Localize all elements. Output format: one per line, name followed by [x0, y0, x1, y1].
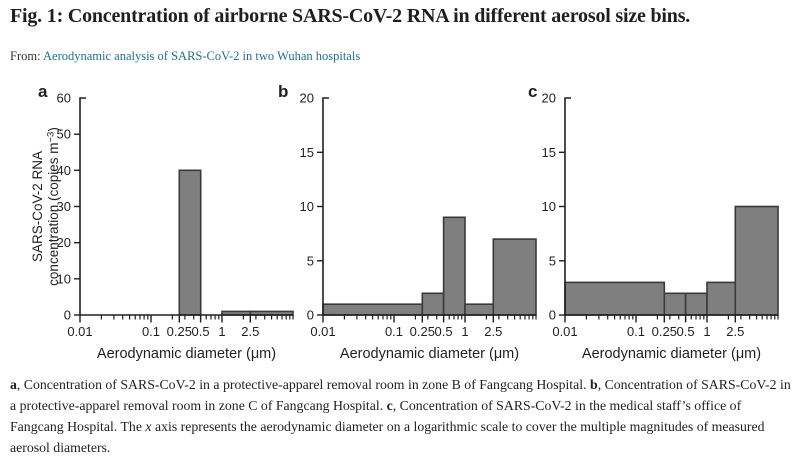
chart-panel-b: 0 5 10 15 20 0.01 0.1 0.25 0.5 1 2.5 Aerodynamic di…	[278, 84, 537, 362]
figure-title: Fig. 1: Concentration of airborne SARS-C…	[10, 5, 691, 27]
y-tick-label: 20	[57, 235, 71, 250]
x-tick-label: 0.01	[552, 324, 577, 339]
bar	[684, 292, 708, 316]
caption-segment: , Concentration of SARS-CoV-2 in the med…	[10, 398, 742, 434]
bar	[464, 303, 495, 316]
chart-panel-a: 0 10 20 30 40 50 60 0.01 0.1 0.25 0.5 1 2.5 Aerodynam…	[30, 84, 294, 362]
x-tick-label: 0.25	[652, 324, 677, 339]
x-tick-label: 1	[218, 324, 225, 339]
x-tick-label: 0.5	[435, 324, 453, 339]
x-axis-title: Aerodynamic diameter (μm)	[582, 346, 761, 362]
x-tick-label: 0.25	[410, 324, 435, 339]
y-tick-label: 20	[542, 91, 556, 106]
x-tick-label: 0.1	[385, 324, 403, 339]
x-tick-label: 2.5	[241, 324, 259, 339]
bar	[663, 292, 687, 316]
bar	[564, 281, 666, 316]
y-tick-label: 0	[307, 308, 314, 323]
x-tick-label: 1	[703, 324, 710, 339]
caption-segment: b	[590, 377, 598, 392]
caption-segment: , Concentration of SARS-CoV-2 in a prote…	[16, 377, 590, 392]
caption-segment: c	[386, 398, 393, 413]
y-tick-label: 0	[64, 308, 71, 323]
y-axis-title: concentration (copies m−3)	[46, 127, 62, 286]
y-tick-label: 40	[57, 163, 71, 178]
bar	[734, 205, 779, 316]
y-tick-label: 5	[307, 253, 314, 268]
x-tick-label: 2.5	[726, 324, 744, 339]
from-label: From:	[10, 49, 41, 63]
y-tick-label: 30	[57, 199, 71, 214]
y-axis-title: SARS-CoV-2 RNA	[30, 151, 45, 262]
panel-label: a	[38, 84, 48, 101]
panel-label: c	[528, 84, 537, 101]
x-tick-label: 0.01	[310, 324, 335, 339]
bar	[492, 238, 537, 316]
bar	[442, 216, 466, 316]
figure-caption: a, Concentration of SARS-CoV-2 in a prot…	[10, 374, 794, 458]
caption-segment: a	[10, 377, 17, 392]
y-tick-label: 10	[300, 199, 314, 214]
bar	[178, 169, 202, 316]
x-tick-label: 0.5	[192, 324, 210, 339]
panel-label: b	[278, 84, 288, 101]
x-tick-label: 2.5	[484, 324, 502, 339]
x-tick-label: 0.25	[167, 324, 192, 339]
source-link[interactable]: Aerodynamic analysis of SARS-CoV-2 in tw…	[43, 49, 361, 63]
x-axis-title: Aerodynamic diameter (μm)	[97, 346, 276, 362]
bar	[322, 303, 424, 316]
y-tick-label: 10	[57, 271, 71, 286]
y-tick-label: 60	[57, 91, 71, 106]
bar	[706, 281, 737, 316]
y-tick-label: 50	[57, 127, 71, 142]
y-tick-label: 0	[549, 308, 556, 323]
x-tick-label: 1	[461, 324, 468, 339]
caption-segment: , Concentration of SARS-CoV-2 in a prote…	[10, 377, 791, 413]
y-tick-label: 15	[542, 145, 556, 160]
y-tick-label: 5	[549, 253, 556, 268]
y-tick-label: 10	[542, 199, 556, 214]
x-tick-label: 0.01	[67, 324, 92, 339]
y-tick-label: 20	[300, 91, 314, 106]
bar	[421, 292, 445, 316]
x-tick-label: 0.5	[677, 324, 695, 339]
x-tick-label: 0.1	[627, 324, 645, 339]
caption-segment: x	[145, 419, 152, 434]
x-tick-label: 0.1	[142, 324, 160, 339]
x-axis-title: Aerodynamic diameter (μm)	[340, 346, 519, 362]
source-line: From: Aerodynamic analysis of SARS-CoV-2…	[10, 49, 360, 64]
y-tick-label: 15	[300, 145, 314, 160]
chart-panel-c: 0 5 10 15 20 0.01 0.1 0.25 0.5 1 2.5 Aerodynamic di…	[528, 84, 779, 362]
